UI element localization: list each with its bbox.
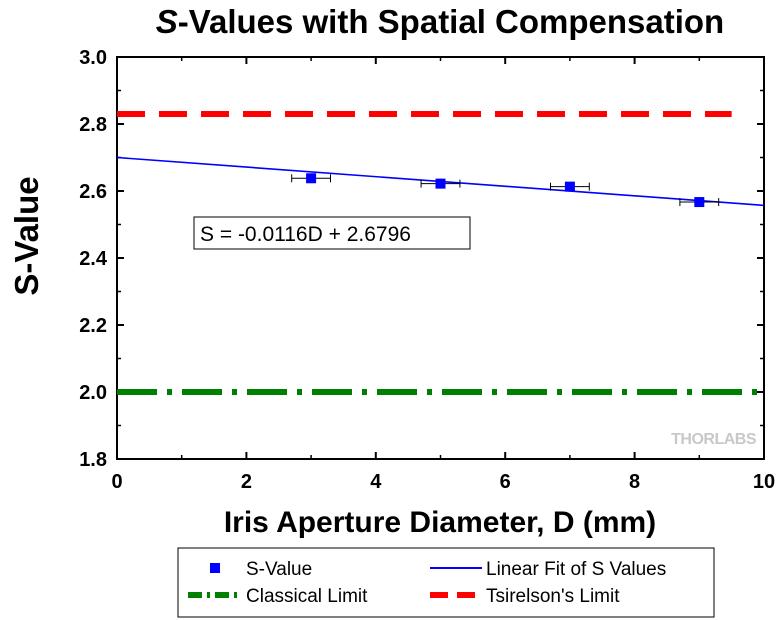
x-axis-ticks: 0 2 4 6 8 10 [111, 57, 775, 493]
x-tick-label: 10 [753, 471, 775, 493]
y-tick-label: 2.2 [79, 315, 107, 337]
legend-marker-s-value [210, 563, 220, 573]
y-tick-label: 2.8 [79, 114, 107, 136]
y-tick-label: 3.0 [79, 47, 107, 69]
series-layer [116, 110, 765, 395]
fit-equation-box [193, 216, 471, 250]
chart-title: S-Values with Spatial Compensation [156, 3, 724, 40]
legend-label-classical-limit: Classical Limit [246, 586, 368, 607]
legend: S-Value Linear Fit of S Values Classical… [177, 547, 715, 618]
x-tick-label: 0 [111, 471, 122, 493]
s-value-point [306, 173, 317, 184]
x-tick-label: 6 [500, 471, 511, 493]
x-tick-label: 4 [370, 471, 382, 493]
chart-title-italic: S [156, 3, 178, 40]
chart-title-rest: -Values with Spatial Compensation [178, 3, 724, 40]
x-tick-label: 2 [241, 471, 252, 493]
legend-box [177, 547, 715, 618]
y-axis-label: S-Value [8, 176, 45, 295]
s-value-point [564, 181, 575, 192]
s-value-point [435, 178, 446, 189]
x-axis-label: Iris Aperture Diameter, D (mm) [224, 506, 656, 539]
y-tick-label: 2.0 [79, 382, 107, 404]
plot-area-frame [116, 56, 765, 460]
legend-label-s-value: S-Value [246, 559, 312, 580]
thorlabs-watermark: THORLABS [671, 431, 757, 448]
y-tick-label: 2.4 [79, 248, 108, 270]
fit-equation-text: S = -0.0116D + 2.6796 [200, 223, 411, 246]
y-tick-label: 2.6 [79, 181, 107, 203]
y-axis-ticks: 1.8 2.0 2.2 2.4 2.6 2.8 3.0 [79, 47, 764, 471]
s-value-point [694, 197, 705, 208]
legend-label-tsirelson-limit: Tsirelson's Limit [486, 586, 620, 607]
x-tick-label: 8 [629, 471, 640, 493]
y-tick-label: 1.8 [79, 449, 107, 471]
legend-label-linear-fit: Linear Fit of S Values [486, 559, 666, 580]
